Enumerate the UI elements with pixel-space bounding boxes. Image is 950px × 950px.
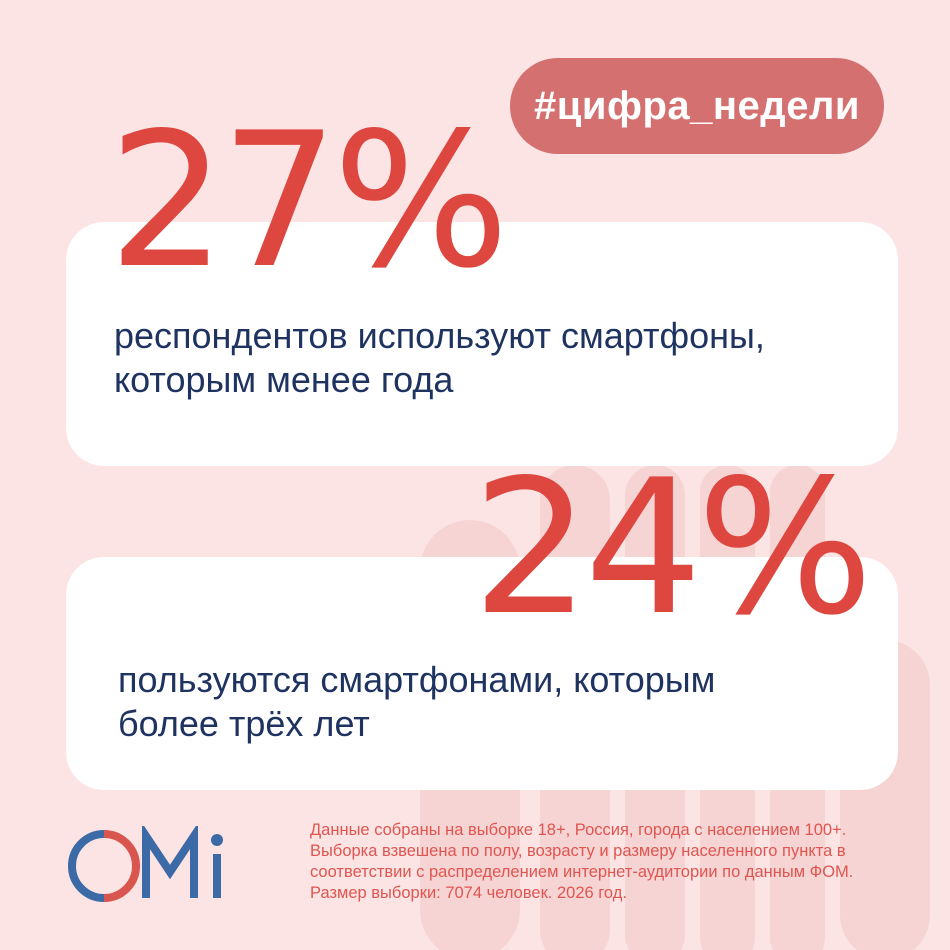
- stat-value-1: 27%: [108, 92, 509, 309]
- omi-logo: [68, 826, 223, 902]
- stat-description-1-line2: которым менее года: [114, 359, 454, 400]
- stat-description-1-line1: респондентов используют смартфоны,: [114, 315, 765, 356]
- stat-card-1: [66, 222, 898, 466]
- stat-description-2-line1: пользуются смартфонами, которым: [118, 659, 716, 700]
- stat-value-2: 24%: [472, 439, 873, 656]
- footnote: Данные собраны на выборке 18+, Россия, г…: [310, 821, 854, 902]
- hashtag-badge: #цифра_недели: [510, 58, 884, 154]
- stat-card-2: [66, 557, 898, 790]
- stat-description-2-line2: более трёх лет: [118, 703, 370, 744]
- stat-description-1: респондентов используют смартфоны, котор…: [114, 314, 874, 402]
- stat-description-2: пользуются смартфонами, которым более тр…: [118, 658, 878, 746]
